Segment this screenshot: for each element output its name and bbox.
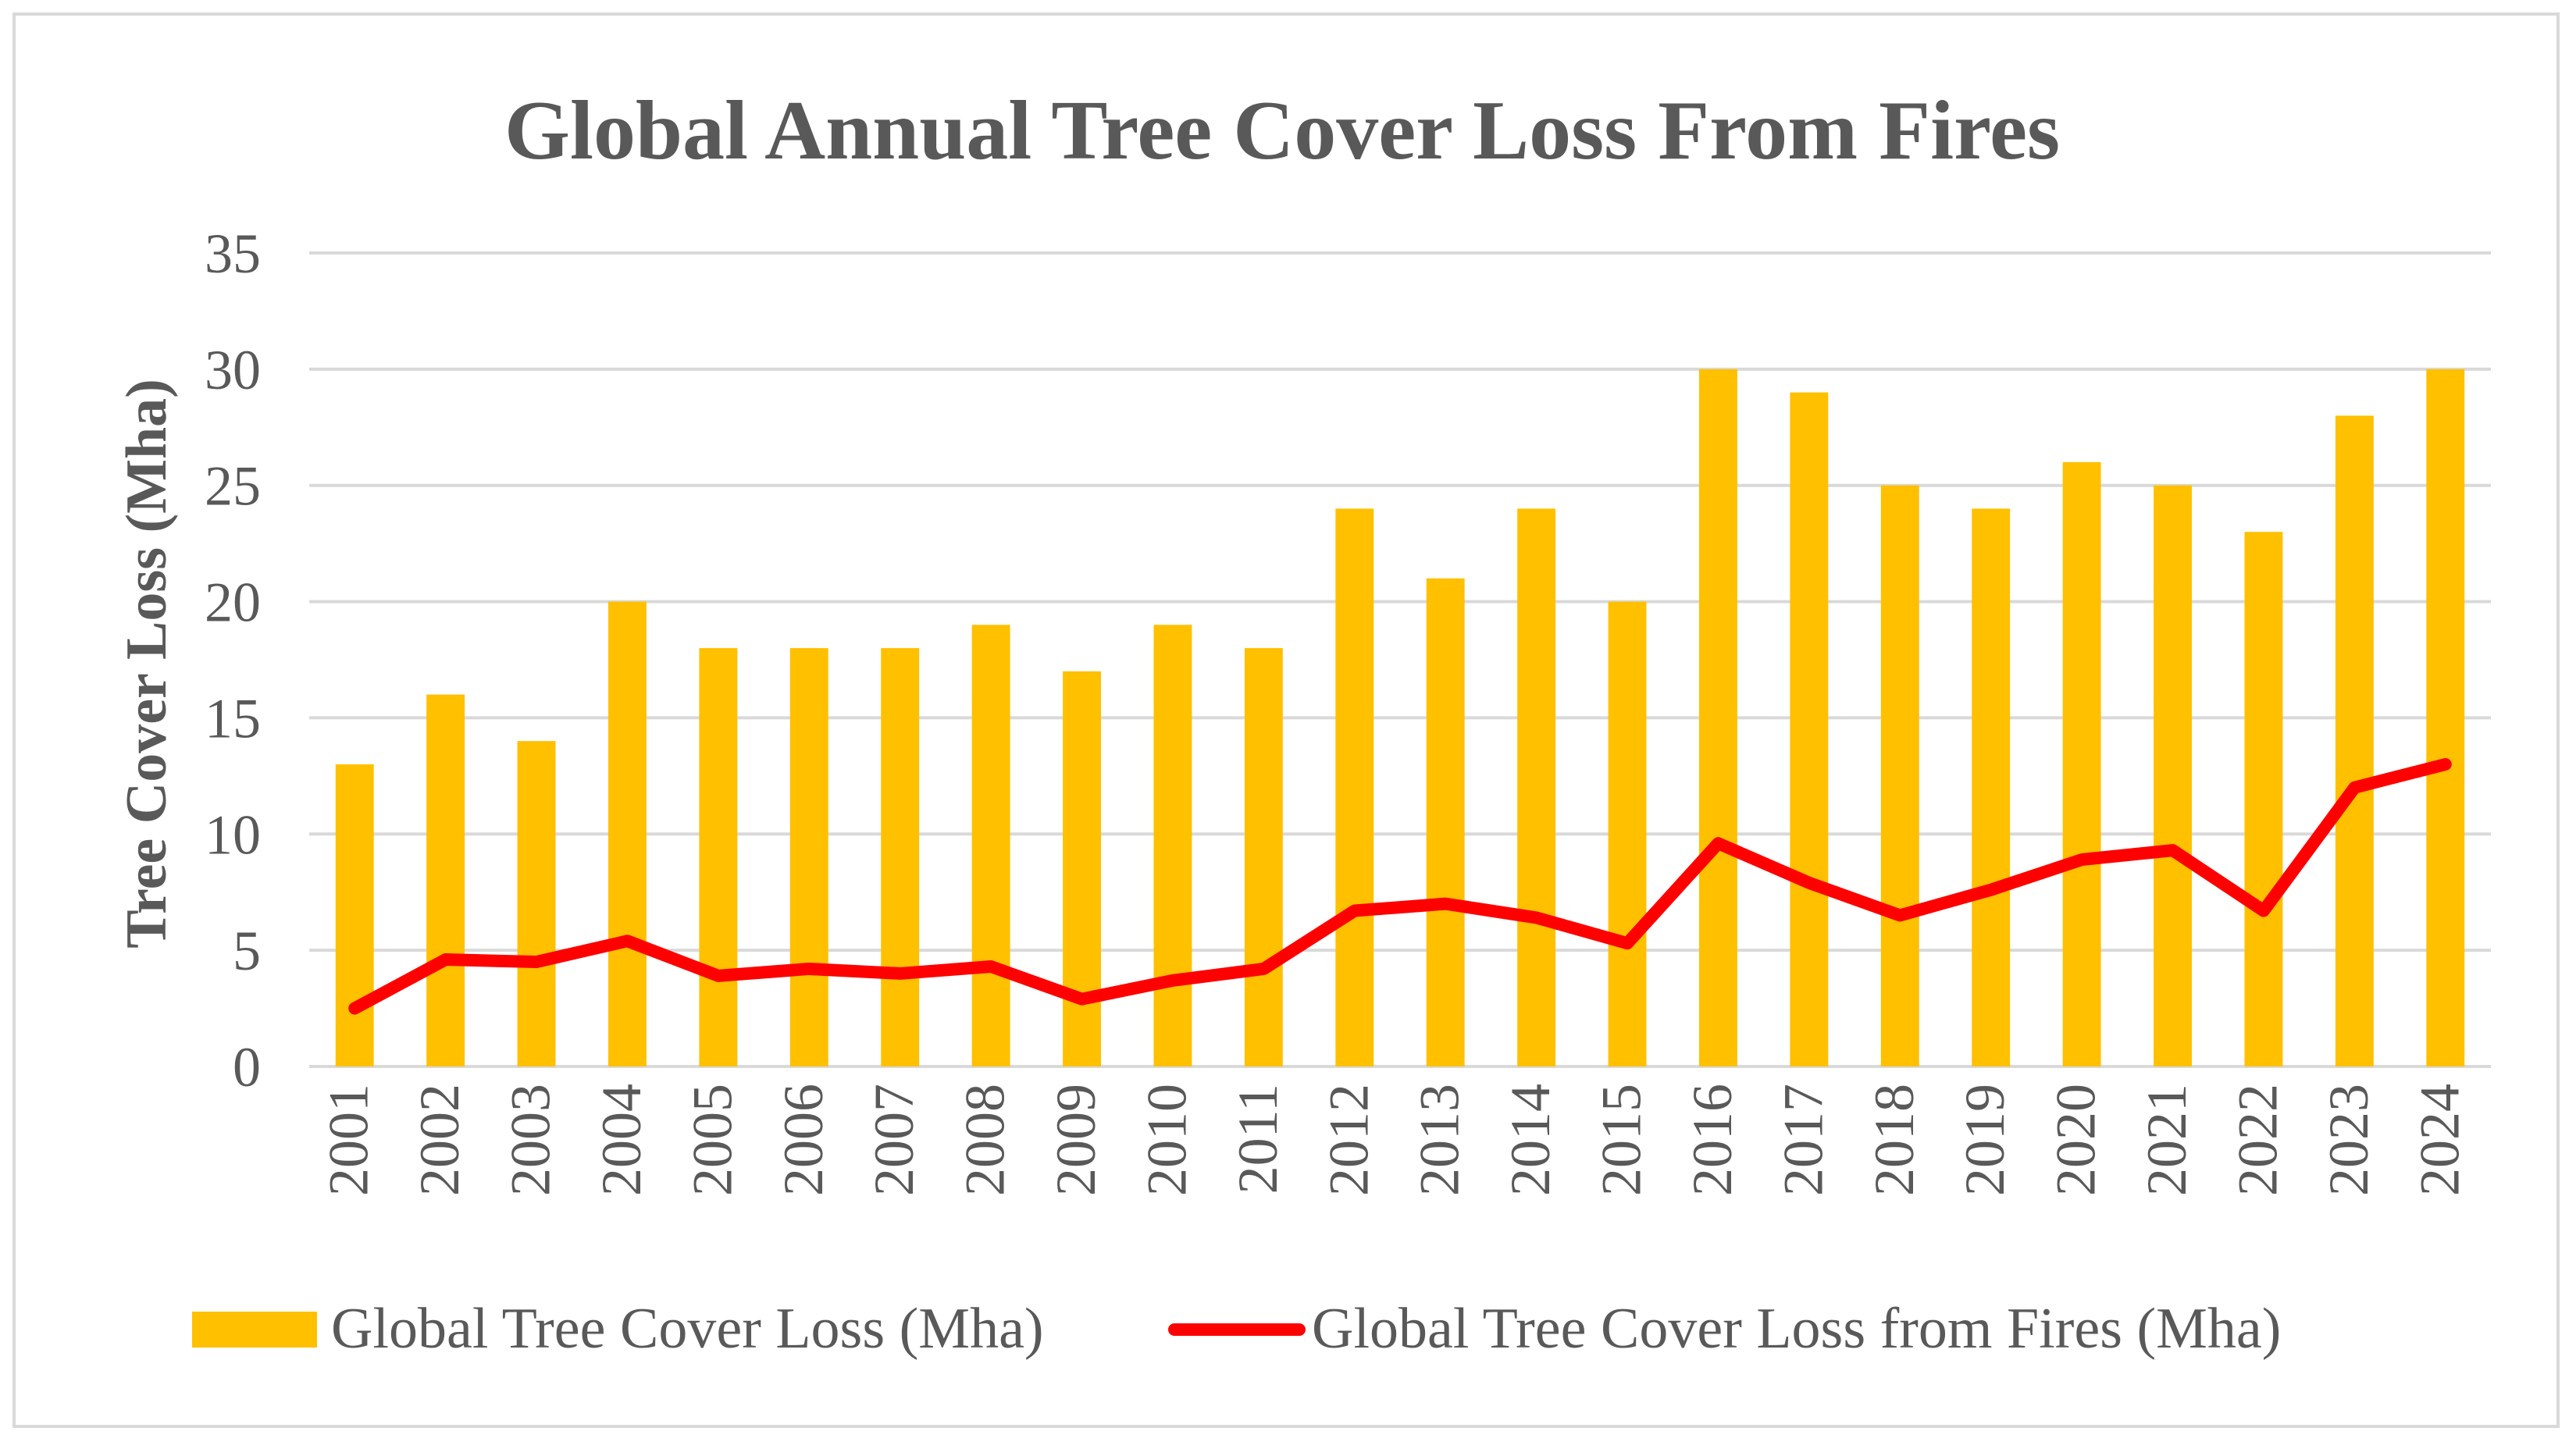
bar [1335,508,1374,1066]
legend-label-bar: Global Tree Cover Loss (Mha) [331,1297,1044,1361]
x-tick-label: 2014 [1499,1084,1562,1196]
x-tick-label: 2016 [1681,1084,1744,1196]
line-point [1534,915,1539,920]
x-tick-label: 2019 [1954,1084,2016,1196]
line-point [2352,785,2357,790]
x-tick-label: 2005 [681,1084,743,1196]
bar [789,648,828,1066]
bar [971,625,1010,1066]
bar [1608,601,1647,1066]
bar [699,648,738,1066]
line-point [1625,941,1630,946]
y-tick-label: 15 [205,687,261,749]
x-tick-label: 2002 [408,1084,471,1196]
bar [2062,461,2101,1066]
bar [1244,648,1283,1066]
x-tick-label: 2012 [1317,1084,1380,1196]
y-tick-label: 35 [205,223,261,285]
bar [426,694,465,1066]
x-tick-label: 2023 [2318,1084,2380,1196]
line-point [1079,996,1085,1002]
x-tick-label: 2024 [2408,1084,2471,1196]
line-series [348,757,2452,1015]
line-point [2442,761,2448,767]
line-point [715,973,721,978]
bar [1880,485,1919,1066]
bar-series [335,369,2465,1067]
x-tick-label: 2004 [590,1084,653,1196]
bar [608,601,647,1066]
x-tick-label: 2010 [1135,1084,1198,1196]
line-point [1716,841,1721,846]
line-point [2170,848,2175,853]
x-tick-label: 2006 [772,1084,835,1196]
bar [1426,578,1465,1066]
line-point [2261,908,2266,913]
line-point [1988,887,1993,892]
bar [1153,625,1192,1066]
x-tick-label: 2001 [318,1084,380,1196]
x-tick-label: 2017 [1772,1084,1834,1196]
series-line [348,757,2452,1015]
x-tick-label: 2011 [1227,1084,1289,1194]
bar [2426,369,2465,1066]
line-point [1806,880,1812,885]
line-point [897,970,903,976]
bar [1790,392,1829,1067]
bar [335,764,374,1066]
x-tick-label: 2007 [863,1084,925,1196]
x-tick-labels: 2001 2002 2003 2004 2005 2006 2007 2008 2009 2010… [318,1084,2471,1196]
bar [1517,508,1556,1066]
line-point [534,960,540,965]
y-axis-label: Tree Cover Loss (Mha) [115,379,179,949]
chart-frame: Global Annual Tree Cover Loss From Fires… [12,12,2560,1428]
bar [2335,415,2374,1066]
x-tick-label: 2015 [1591,1084,1653,1196]
x-tick-label: 2009 [1045,1084,1107,1196]
legend-swatch-bar [192,1312,317,1348]
legend-label-line: Global Tree Cover Loss from Fires (Mha) [1312,1297,2281,1361]
legend: Global Tree Cover Loss (Mha) Global Tree… [192,1297,2281,1361]
line-point [2079,857,2085,863]
bar [2244,532,2283,1066]
y-tick-label: 25 [205,455,261,518]
line-point [1897,913,1903,918]
x-tick-label: 2003 [500,1084,562,1196]
bar [517,741,556,1066]
bar [1063,671,1101,1066]
line-point [443,957,448,963]
y-tick-label: 10 [205,803,261,866]
x-tick-label: 2008 [954,1084,1017,1196]
line-point [1261,966,1267,971]
y-tick-label: 20 [205,571,261,634]
x-tick-label: 2021 [2136,1084,2198,1196]
x-tick-label: 2022 [2226,1084,2289,1196]
chart-svg: Global Annual Tree Cover Loss From Fires… [115,84,2491,1361]
chart-title: Global Annual Tree Cover Loss From Fires [504,84,2060,177]
bar [2154,485,2192,1066]
gridlines [309,251,2491,1068]
bar [881,648,920,1066]
line-point [1352,908,1357,913]
bar [1699,369,1737,1066]
y-tick-label: 30 [205,339,261,401]
x-tick-label: 2020 [2045,1084,2107,1196]
line-point [807,966,812,971]
y-tick-label: 0 [233,1036,261,1098]
line-point [989,963,994,969]
line-point [1443,901,1448,906]
line-point [625,938,630,944]
x-tick-label: 2013 [1409,1084,1471,1196]
x-tick-label: 2018 [1863,1084,1926,1196]
line-point [1170,977,1175,983]
y-tick-label: 5 [233,920,261,982]
y-tick-labels: 0 5 10 15 20 25 30 35 [205,223,261,1098]
line-point [352,1006,358,1011]
bar [1972,508,2011,1066]
